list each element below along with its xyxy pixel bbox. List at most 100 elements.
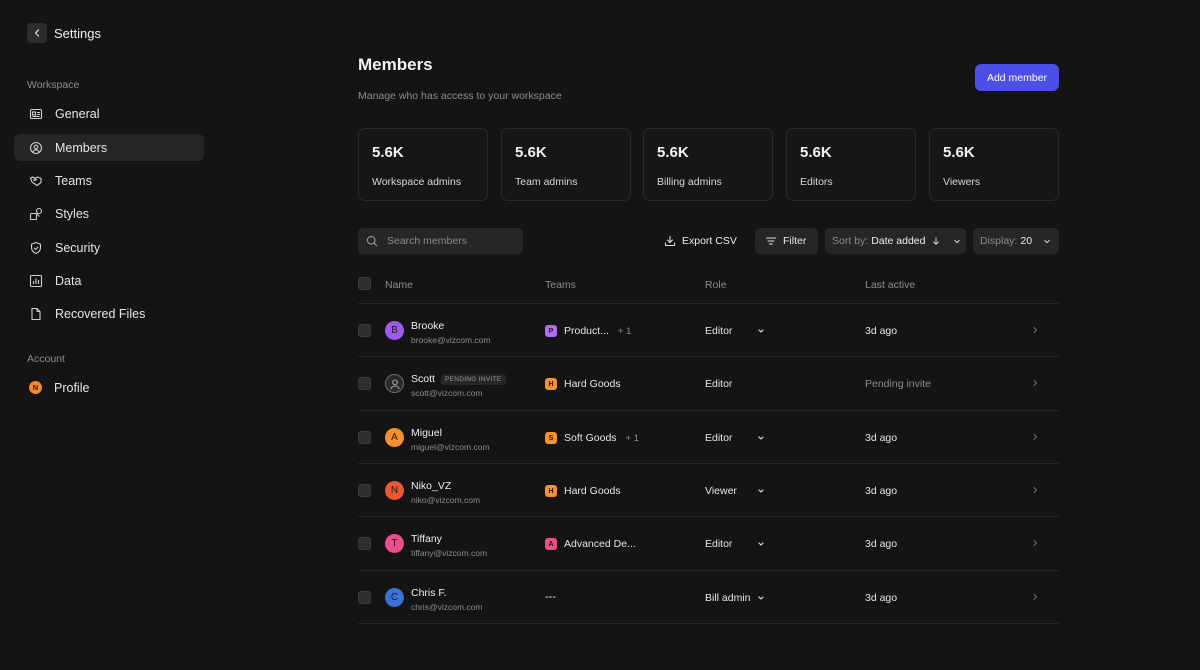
export-csv-button[interactable]: Export CSV <box>657 228 745 254</box>
chevron-down-icon <box>758 542 764 546</box>
last-active: Pending invite <box>865 378 931 390</box>
team-badge: H <box>545 485 557 497</box>
select-all-checkbox[interactable] <box>358 277 371 290</box>
member-name-text: Niko_VZ <box>411 480 452 492</box>
chevron-right-icon[interactable] <box>1031 592 1039 602</box>
sidebar-item-teams[interactable]: Teams <box>14 167 204 194</box>
profile-avatar: N <box>29 381 42 394</box>
sidebar-item-security[interactable]: Security <box>14 234 204 261</box>
role-label: Viewer <box>705 485 737 497</box>
row-checkbox[interactable] <box>358 537 371 550</box>
back-button[interactable] <box>27 23 47 43</box>
member-name: Niko_VZ <box>411 480 451 492</box>
row-divider <box>358 303 1059 304</box>
stat-value: 5.6K <box>657 144 689 161</box>
role-dropdown[interactable]: Editor <box>705 538 765 550</box>
column-header-last-active[interactable]: Last active <box>865 279 916 291</box>
sidebar-item-recovered-files[interactable]: Recovered Files <box>14 300 204 327</box>
sidebar-item-label: Data <box>55 273 82 288</box>
member-email: niko@vizcom.com <box>411 495 481 505</box>
member-name: Miguel <box>411 427 442 439</box>
team-name: Hard Goods <box>564 378 621 390</box>
page-subtitle: Manage who has access to your workspace <box>358 90 562 102</box>
avatar: C <box>385 588 404 607</box>
stat-card-workspace-admins: 5.6K Workspace admins <box>358 128 488 201</box>
last-active: 3d ago <box>865 432 898 444</box>
avatar: T <box>385 534 404 553</box>
member-email: miguel@vizcom.com <box>411 442 490 452</box>
stat-value: 5.6K <box>515 144 547 161</box>
chevron-right-icon[interactable] <box>1031 325 1039 335</box>
sort-value: Date added <box>871 235 926 247</box>
column-header-name[interactable]: Name <box>385 279 414 291</box>
row-checkbox[interactable] <box>358 324 371 337</box>
role-dropdown[interactable]: Editor <box>705 325 765 337</box>
table-row[interactable]: B Brooke brooke@vizcom.com P Product... … <box>358 304 1059 357</box>
settings-title: Settings <box>54 25 101 41</box>
chevron-down-icon <box>1044 239 1050 243</box>
sort-dropdown[interactable]: Sort by: Date added <box>825 228 966 254</box>
row-checkbox[interactable] <box>358 431 371 444</box>
row-divider <box>358 410 1059 411</box>
search-input[interactable] <box>387 235 512 247</box>
user-placeholder-icon <box>389 378 400 389</box>
pending-invite-badge: PENDING INVITE <box>440 373 506 385</box>
stat-label: Viewers <box>943 176 981 188</box>
role-dropdown[interactable]: Editor <box>705 432 765 444</box>
table-row[interactable]: Scott PENDING INVITE scott@vizcom.com H … <box>358 357 1059 410</box>
stat-card-team-admins: 5.6K Team admins <box>501 128 631 201</box>
team-name: Advanced De... <box>564 538 636 550</box>
row-checkbox[interactable] <box>358 484 371 497</box>
chevron-down-icon <box>954 239 961 243</box>
chevron-right-icon[interactable] <box>1031 378 1039 388</box>
bar-chart-icon <box>29 274 43 287</box>
display-dropdown[interactable]: Display: 20 <box>973 228 1059 254</box>
team-badge: S <box>545 432 557 444</box>
display-value: 20 <box>1020 235 1033 247</box>
stat-label: Workspace admins <box>372 176 462 188</box>
column-header-role[interactable]: Role <box>705 279 727 291</box>
table-row[interactable]: C Chris F. chris@vizcom.com --- Bill adm… <box>358 571 1059 624</box>
add-member-button[interactable]: Add member <box>975 64 1059 91</box>
chevron-down-icon <box>758 329 764 333</box>
sidebar-item-general[interactable]: General <box>14 100 204 127</box>
sidebar-item-members[interactable]: Members <box>14 134 204 161</box>
sidebar-item-label: Security <box>55 240 101 255</box>
sidebar-item-data[interactable]: Data <box>14 267 204 294</box>
row-checkbox[interactable] <box>358 591 371 604</box>
stat-value: 5.6K <box>372 144 404 161</box>
chevron-right-icon[interactable] <box>1031 485 1039 495</box>
team-badge: P <box>545 325 557 337</box>
member-email: brooke@vizcom.com <box>411 335 491 345</box>
row-divider <box>358 356 1059 357</box>
row-divider <box>358 623 1059 624</box>
stat-label: Team admins <box>515 176 578 188</box>
last-active: 3d ago <box>865 538 898 550</box>
role-dropdown[interactable]: Viewer <box>705 485 765 497</box>
avatar: N <box>385 481 404 500</box>
table-row[interactable]: A Miguel miguel@vizcom.com S Soft Goods … <box>358 411 1059 464</box>
handshake-icon <box>29 175 42 186</box>
table-row[interactable]: N Niko_VZ niko@vizcom.com H Hard Goods V… <box>358 464 1059 517</box>
sidebar-item-styles[interactable]: Styles <box>14 200 204 227</box>
last-active: 3d ago <box>865 592 898 604</box>
team-cell: H Hard Goods <box>545 378 621 390</box>
sidebar-item-label: Teams <box>55 173 92 188</box>
role-dropdown[interactable]: Bill admin <box>705 592 765 604</box>
workspace-section-label: Workspace <box>27 79 80 91</box>
filter-button[interactable]: Filter <box>755 228 818 254</box>
sidebar-item-label: Profile <box>54 380 90 395</box>
stat-card-billing-admins: 5.6K Billing admins <box>643 128 773 201</box>
chevron-right-icon[interactable] <box>1031 432 1039 442</box>
table-row[interactable]: T Tiffany tiffany@vizcom.com A Advanced … <box>358 517 1059 570</box>
sidebar-item-profile[interactable]: N Profile <box>14 374 204 401</box>
chevron-left-icon <box>34 29 40 37</box>
row-checkbox[interactable] <box>358 377 371 390</box>
team-cell: P Product... + 1 <box>545 325 631 337</box>
column-header-teams[interactable]: Teams <box>545 279 576 291</box>
chevron-right-icon[interactable] <box>1031 538 1039 548</box>
member-name-text: Scott <box>411 373 435 385</box>
member-email: chris@vizcom.com <box>411 602 483 612</box>
role-label: Editor <box>705 325 733 337</box>
sort-prefix: Sort by: <box>832 235 869 247</box>
